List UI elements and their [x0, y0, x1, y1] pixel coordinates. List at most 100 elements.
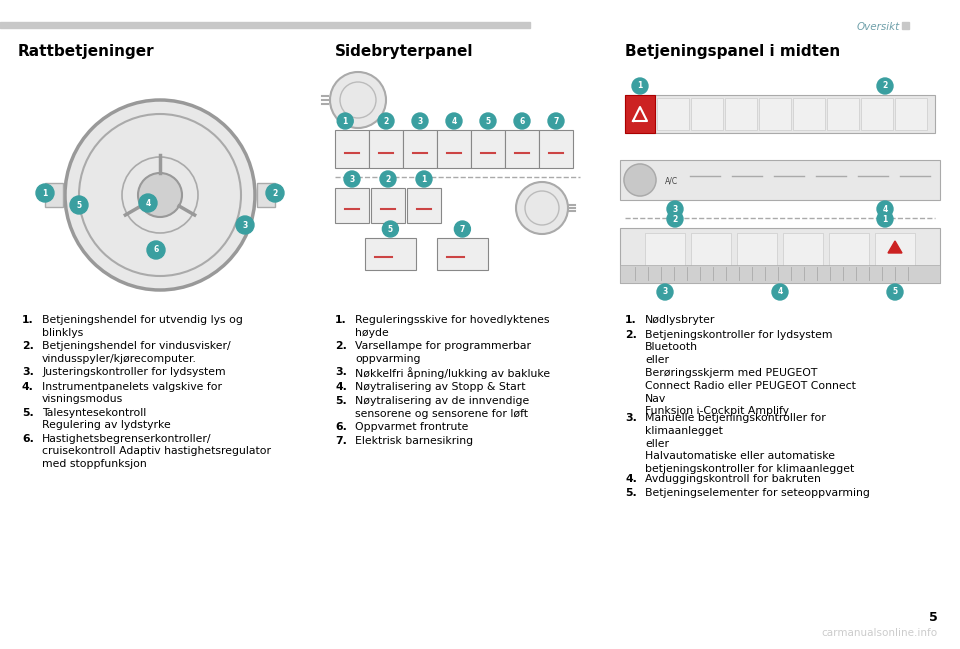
Text: 4: 4: [451, 117, 457, 125]
Bar: [505, 130, 539, 168]
Text: Reguleringsskive for hovedlyktenes
høyde: Reguleringsskive for hovedlyktenes høyde: [355, 315, 549, 337]
Bar: [793, 98, 825, 130]
Text: 5: 5: [388, 225, 393, 234]
Text: 1: 1: [882, 215, 888, 223]
Circle shape: [382, 221, 398, 237]
Text: 3.: 3.: [335, 367, 347, 377]
Bar: [335, 130, 369, 168]
Circle shape: [480, 113, 496, 129]
Bar: [365, 238, 416, 270]
Text: 2.: 2.: [625, 330, 636, 339]
Text: 1.: 1.: [625, 315, 636, 325]
Text: 1.: 1.: [335, 315, 347, 325]
Circle shape: [65, 100, 255, 290]
Bar: [620, 228, 940, 283]
Text: 4.: 4.: [22, 382, 34, 391]
Circle shape: [147, 241, 165, 259]
Text: 5: 5: [893, 288, 898, 297]
Circle shape: [454, 221, 470, 237]
Text: 4.: 4.: [335, 382, 347, 391]
Bar: [691, 233, 731, 270]
Circle shape: [378, 113, 394, 129]
Circle shape: [548, 113, 564, 129]
Bar: [861, 98, 893, 130]
Text: Oppvarmet frontrute: Oppvarmet frontrute: [355, 422, 468, 432]
Circle shape: [877, 211, 893, 227]
Text: Nøytralisering av de innvendige
sensorene og sensorene for løft: Nøytralisering av de innvendige sensoren…: [355, 396, 529, 419]
Circle shape: [416, 171, 432, 187]
Text: Betjeningskontroller for lydsystem
Bluetooth
eller
Berøringsskjerm med PEUGEOT
C: Betjeningskontroller for lydsystem Bluet…: [645, 330, 856, 416]
Text: 6: 6: [154, 245, 158, 254]
Text: 3: 3: [418, 117, 422, 125]
Bar: [257, 183, 275, 207]
Circle shape: [667, 211, 683, 227]
Bar: [335, 188, 369, 223]
Text: Varsellampe for programmerbar
oppvarming: Varsellampe for programmerbar oppvarming: [355, 341, 531, 364]
Bar: [875, 233, 915, 270]
Text: Betjeningselementer for seteoppvarming: Betjeningselementer for seteoppvarming: [645, 488, 870, 498]
Text: Betjeningspanel i midten: Betjeningspanel i midten: [625, 44, 840, 59]
Circle shape: [667, 201, 683, 217]
Text: 1: 1: [637, 82, 642, 90]
Text: Manuelle betjeningskontroller for
klimaanlegget
eller
Halvautomatiske eller auto: Manuelle betjeningskontroller for klimaa…: [645, 413, 854, 474]
Text: 3.: 3.: [625, 413, 636, 423]
Circle shape: [380, 171, 396, 187]
Text: 5: 5: [77, 201, 82, 210]
Text: 2: 2: [672, 215, 678, 223]
Text: Betjeningshendel for vindusvisker/
vindusspyler/kjørecomputer.: Betjeningshendel for vindusvisker/ vindu…: [42, 341, 230, 364]
Circle shape: [266, 184, 284, 202]
Text: 1: 1: [42, 188, 48, 197]
Bar: [783, 233, 823, 270]
Bar: [759, 98, 791, 130]
Circle shape: [877, 78, 893, 94]
Text: Nøytralisering av Stopp & Start: Nøytralisering av Stopp & Start: [355, 382, 525, 391]
Bar: [539, 130, 573, 168]
Text: 2: 2: [273, 188, 277, 197]
Bar: [902, 22, 909, 29]
Circle shape: [877, 201, 893, 217]
Text: Talesyntesekontroll
Regulering av lydstyrke: Talesyntesekontroll Regulering av lydsty…: [42, 408, 171, 430]
Bar: [725, 98, 757, 130]
Bar: [657, 98, 689, 130]
Circle shape: [344, 171, 360, 187]
Bar: [471, 130, 505, 168]
Bar: [371, 188, 405, 223]
Text: Elektrisk barnesikring: Elektrisk barnesikring: [355, 437, 473, 447]
Bar: [625, 95, 655, 133]
Text: 3: 3: [349, 175, 354, 184]
Text: 6.: 6.: [22, 434, 34, 443]
Circle shape: [337, 113, 353, 129]
Polygon shape: [888, 241, 902, 253]
Circle shape: [772, 284, 788, 300]
Bar: [0, 22, 530, 28]
Text: 3: 3: [672, 204, 678, 214]
Text: 5.: 5.: [335, 396, 347, 406]
Text: 4: 4: [145, 199, 151, 208]
Text: 6.: 6.: [335, 422, 347, 432]
Text: 2: 2: [882, 82, 888, 90]
Bar: [691, 98, 723, 130]
Bar: [620, 265, 940, 283]
Text: 3.: 3.: [22, 367, 34, 377]
Text: Sidebryterpanel: Sidebryterpanel: [335, 44, 473, 59]
Bar: [625, 95, 935, 133]
Text: Rattbetjeninger: Rattbetjeninger: [18, 44, 155, 59]
Text: Avduggingskontroll for bakruten: Avduggingskontroll for bakruten: [645, 474, 821, 484]
Text: 2.: 2.: [335, 341, 347, 351]
Bar: [827, 98, 859, 130]
Circle shape: [624, 164, 656, 196]
Circle shape: [412, 113, 428, 129]
Text: carmanualsonline.info: carmanualsonline.info: [822, 628, 938, 638]
Circle shape: [330, 72, 386, 128]
Text: 2: 2: [383, 117, 389, 125]
Text: 5: 5: [929, 611, 938, 624]
Circle shape: [632, 78, 648, 94]
Text: 3: 3: [662, 288, 667, 297]
Bar: [437, 130, 471, 168]
Text: A/C: A/C: [665, 177, 678, 186]
Bar: [369, 130, 403, 168]
Text: 5: 5: [486, 117, 491, 125]
Text: 7.: 7.: [335, 437, 347, 447]
Bar: [829, 233, 869, 270]
Text: 5.: 5.: [625, 488, 636, 498]
